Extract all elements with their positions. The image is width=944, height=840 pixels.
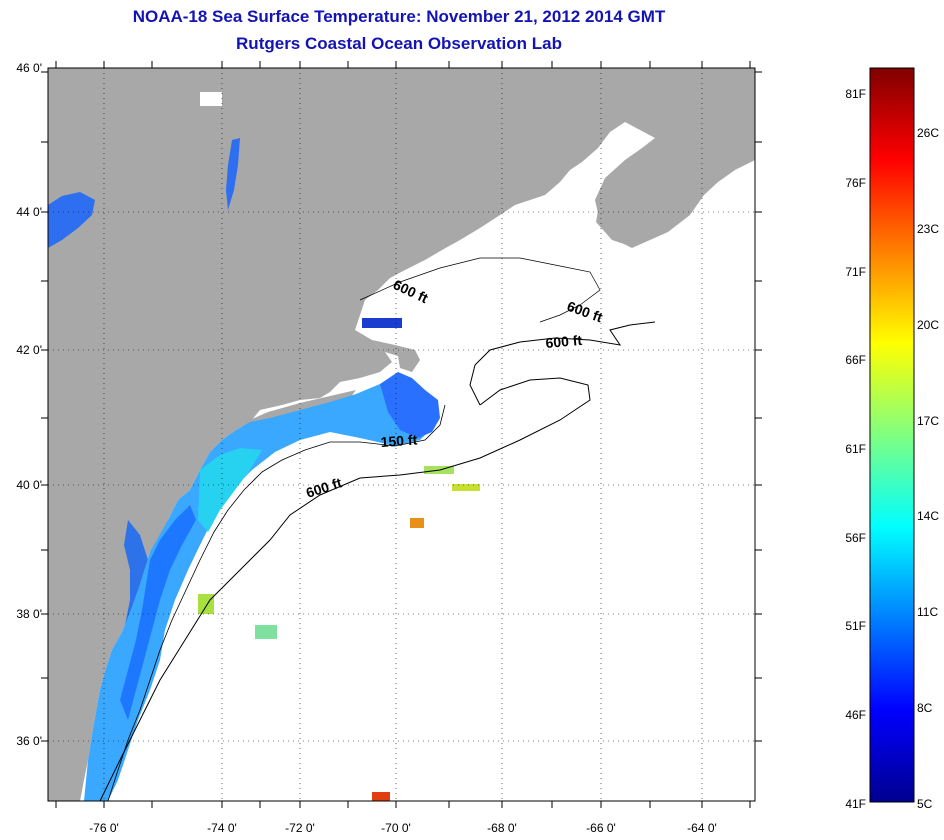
contour-coastal <box>359 257 601 323</box>
fahrenheit-labels: 81F 76F 71F 66F 61F 56F 51F 46F 41F <box>845 87 866 811</box>
land-cape-cod <box>372 340 420 372</box>
lon-label: -66 0' <box>586 821 616 835</box>
lat-label: 42 0' <box>16 343 42 357</box>
map-frame <box>47 67 756 802</box>
colorbar-c-label: 17C <box>917 414 939 428</box>
sst-warm-speck-2 <box>452 484 480 491</box>
lon-labels: -76 0' -74 0' -72 0' -70 0' -68 0' -66 0… <box>89 821 717 835</box>
lake-ontario <box>48 192 95 248</box>
sst-casco-bay <box>362 318 402 328</box>
lon-label: -74 0' <box>207 821 237 835</box>
sst-green-speck-1 <box>198 594 214 614</box>
sst-warm-speck-1 <box>410 518 424 528</box>
lat-label: 40 0' <box>16 478 42 492</box>
colorbar-f-label: 46F <box>845 708 866 722</box>
colorbar-c-label: 14C <box>917 509 939 523</box>
colorbar-gradient <box>869 67 915 803</box>
colorbar-f-label: 61F <box>845 442 866 456</box>
white-patch <box>200 92 222 106</box>
map-subtitle: Rutgers Coastal Ocean Observation Lab <box>236 34 562 53</box>
lat-label: 44 0' <box>16 205 42 219</box>
colorbar-f-label: 71F <box>845 265 866 279</box>
graticule <box>48 68 755 801</box>
lat-labels: 46 0' 44 0' 42 0' 40 0' 38 0' 36 0' <box>16 61 42 748</box>
contour-600ft <box>99 377 591 801</box>
lon-label: -64 0' <box>687 821 717 835</box>
sst-warm-speck-4 <box>372 792 390 801</box>
colorbar-f-label: 81F <box>845 87 866 101</box>
contour-600ft-gom <box>469 321 656 406</box>
contour-150ft <box>107 404 446 801</box>
sst-offshore-cyan <box>198 448 262 532</box>
sst-inner-cold <box>120 505 196 720</box>
lat-label: 46 0' <box>16 61 42 75</box>
colorbar-f-label: 76F <box>845 176 866 190</box>
colorbar-c-label: 20C <box>917 318 939 332</box>
land-nova-scotia <box>596 108 740 246</box>
sst-green-speck-2 <box>255 625 277 639</box>
lake-champlain <box>226 138 240 210</box>
lon-label: -72 0' <box>285 821 315 835</box>
temperature-colorbar: 81F 76F 71F 66F 61F 56F 51F 46F 41F 26C … <box>845 67 939 811</box>
lon-label: -68 0' <box>487 821 517 835</box>
lat-label: 36 0' <box>16 734 42 748</box>
colorbar-c-label: 8C <box>917 701 933 715</box>
colorbar-c-label: 11C <box>917 605 938 619</box>
lat-label: 38 0' <box>16 607 42 621</box>
sst-gulf-of-maine-patch <box>380 372 440 438</box>
colorbar-f-label: 56F <box>845 531 866 545</box>
colorbar-c-label: 23C <box>917 222 939 236</box>
colorbar-f-label: 66F <box>845 353 866 367</box>
map-title: NOAA-18 Sea Surface Temperature: Novembe… <box>132 7 666 26</box>
axis-ticks <box>41 61 762 808</box>
colorbar-f-label: 41F <box>845 797 866 811</box>
lon-label: -76 0' <box>89 821 119 835</box>
sst-map: 46 0' 44 0' 42 0' 40 0' 38 0' 36 0' -76 … <box>16 61 762 835</box>
contour-label: 150 ft <box>380 431 418 450</box>
colorbar-c-label: 26C <box>917 126 939 140</box>
land-mainland <box>48 68 755 801</box>
colorbar-c-label: 5C <box>917 797 933 811</box>
lon-label: -70 0' <box>381 821 411 835</box>
colorbar-f-label: 51F <box>845 619 866 633</box>
celsius-labels: 26C 23C 20C 17C 14C 11C 8C 5C <box>917 126 939 811</box>
contour-label: 600 ft <box>545 332 583 351</box>
